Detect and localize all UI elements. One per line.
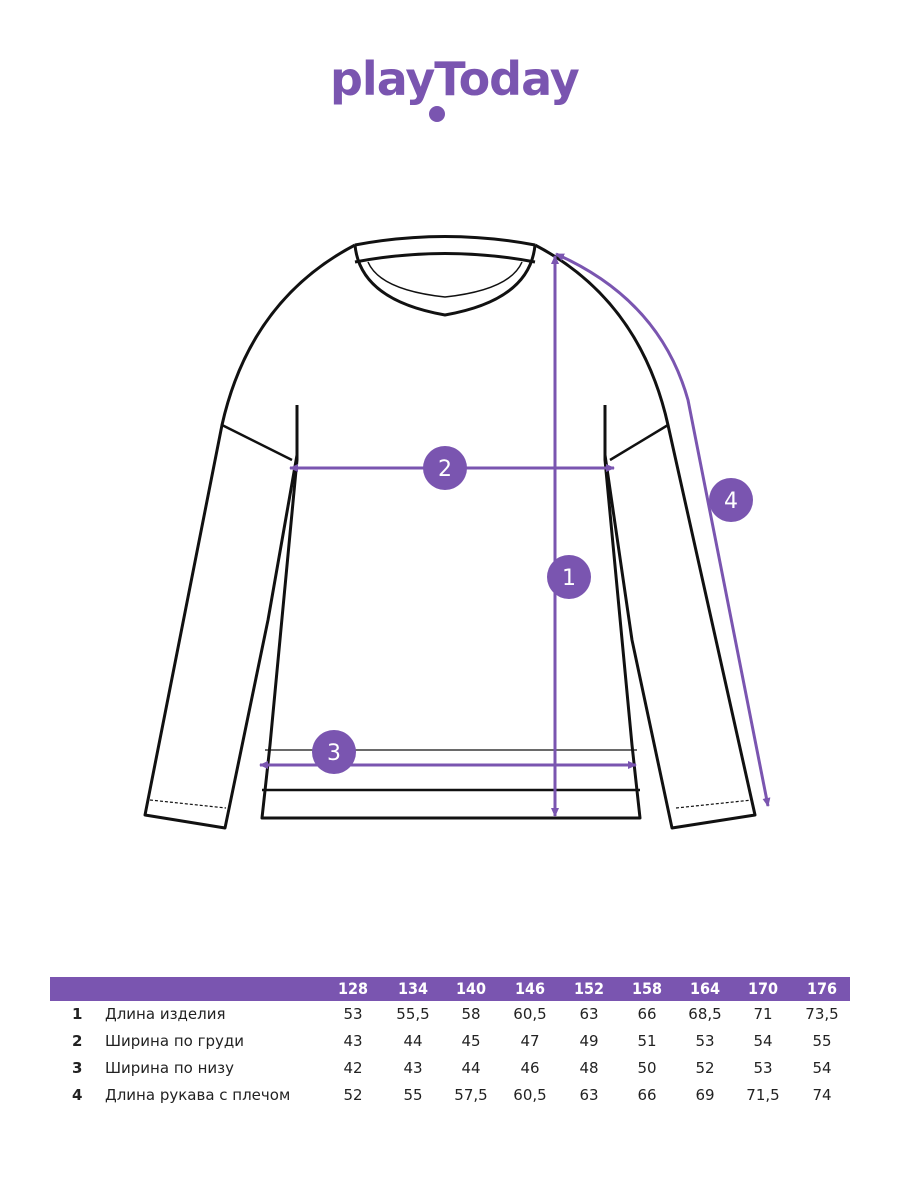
marker-2: 2: [423, 446, 467, 490]
size-header: 158: [631, 979, 663, 998]
table-cell: 73,5: [805, 1005, 839, 1023]
size-header-row: 128 134 140 146 152 158 164 170 176: [50, 977, 850, 1001]
size-table: 128 134 140 146 152 158 164 170 176 1 Длина издел…: [50, 977, 850, 1109]
marker-3: 3: [312, 730, 356, 774]
table-cell: 43: [343, 1032, 363, 1050]
table-cell: 42: [343, 1059, 363, 1077]
size-header: 170: [747, 979, 779, 998]
table-cell: 45: [461, 1032, 481, 1050]
table-cell: 53: [343, 1005, 363, 1023]
table-cell: 55: [812, 1032, 832, 1050]
table-cell: 43: [403, 1059, 423, 1077]
row-number: 4: [72, 1086, 83, 1104]
table-cell: 66: [637, 1005, 657, 1023]
table-cell: 44: [461, 1059, 481, 1077]
logo-dot: [429, 106, 445, 122]
row-label: Ширина по низу: [105, 1059, 234, 1077]
table-cell: 54: [753, 1032, 773, 1050]
table-cell: 60,5: [513, 1086, 547, 1104]
table-row: 1 Длина изделия 53 55,5 58 60,5 63 66 68,5 71 73,5: [50, 1001, 850, 1028]
size-header: 128: [337, 979, 369, 998]
row-label: Длина рукава с плечом: [105, 1086, 291, 1104]
arrow-sleeve: [555, 252, 771, 807]
row-label: Ширина по груди: [105, 1032, 244, 1050]
table-cell: 71,5: [746, 1086, 780, 1104]
table-row: 3 Ширина по низу 42 43 44 46 48 50 52 53 54: [50, 1055, 850, 1082]
svg-text:2: 2: [438, 457, 452, 482]
table-cell: 48: [579, 1059, 599, 1077]
size-header: 164: [689, 979, 721, 998]
table-cell: 54: [812, 1059, 832, 1077]
table-cell: 74: [812, 1086, 832, 1104]
table-row: 2 Ширина по груди 43 44 45 47 49 51 53 54 55: [50, 1028, 850, 1055]
table-cell: 53: [695, 1032, 715, 1050]
table-cell: 69: [695, 1086, 715, 1104]
sweater-outline: [143, 235, 757, 830]
table-cell: 52: [695, 1059, 715, 1077]
row-number: 3: [72, 1059, 83, 1077]
table-cell: 60,5: [513, 1005, 547, 1023]
table-cell: 68,5: [688, 1005, 722, 1023]
table-cell: 58: [461, 1005, 481, 1023]
row-label: Длина изделия: [105, 1005, 226, 1023]
size-header: 134: [397, 979, 429, 998]
svg-text:1: 1: [562, 566, 576, 591]
table-cell: 51: [637, 1032, 657, 1050]
size-header: 176: [806, 979, 838, 998]
size-header: 140: [455, 979, 487, 998]
table-cell: 50: [637, 1059, 657, 1077]
table-cell: 66: [637, 1086, 657, 1104]
row-number: 1: [72, 1005, 83, 1023]
sweater-diagram: 1 2 3 4: [143, 235, 771, 830]
marker-4: 4: [709, 478, 753, 522]
marker-1: 1: [547, 555, 591, 599]
table-cell: 44: [403, 1032, 423, 1050]
table-cell: 49: [579, 1032, 599, 1050]
table-row: 4 Длина рукава с плечом 52 55 57,5 60,5 63 66 69…: [50, 1082, 850, 1109]
svg-text:4: 4: [724, 489, 738, 514]
table-cell: 46: [520, 1059, 540, 1077]
row-number: 2: [72, 1032, 83, 1050]
table-cell: 57,5: [454, 1086, 488, 1104]
size-header: 152: [573, 979, 605, 998]
table-cell: 53: [753, 1059, 773, 1077]
table-cell: 47: [520, 1032, 540, 1050]
table-cell: 71: [753, 1005, 773, 1023]
brand-logo: playToday: [330, 52, 580, 106]
size-header: 146: [514, 979, 546, 998]
table-cell: 55,5: [396, 1005, 430, 1023]
table-cell: 52: [343, 1086, 363, 1104]
svg-text:3: 3: [327, 741, 341, 766]
table-cell: 55: [403, 1086, 423, 1104]
table-cell: 63: [579, 1005, 599, 1023]
table-cell: 63: [579, 1086, 599, 1104]
